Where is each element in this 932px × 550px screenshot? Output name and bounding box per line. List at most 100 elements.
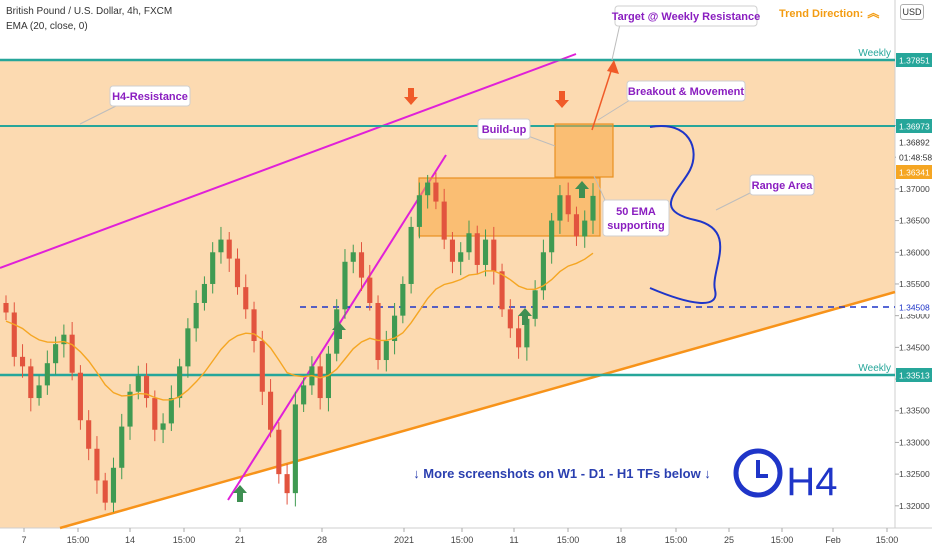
x-tick-label: 28 bbox=[317, 535, 327, 545]
candle-body bbox=[86, 420, 92, 449]
range-area-callout-box bbox=[749, 174, 815, 196]
candle bbox=[499, 263, 505, 317]
buildup-box bbox=[554, 123, 614, 178]
candle bbox=[582, 210, 588, 248]
x-tick-label: 15:00 bbox=[557, 535, 580, 545]
candle-body bbox=[11, 312, 17, 357]
candle bbox=[185, 318, 191, 378]
candle-body bbox=[36, 385, 42, 399]
candle-body bbox=[61, 334, 67, 345]
candle-body bbox=[201, 283, 207, 303]
breakout-arrow-line bbox=[591, 67, 613, 131]
y-tick-label: 1.35000 bbox=[899, 311, 930, 321]
candle-body bbox=[507, 309, 513, 329]
candle bbox=[110, 457, 117, 513]
candle bbox=[540, 239, 546, 300]
y-tick-label: 1.32000 bbox=[899, 501, 930, 511]
x-tick-label: 14 bbox=[125, 535, 135, 545]
candle bbox=[425, 174, 431, 209]
candle-body bbox=[143, 375, 150, 399]
candle-body bbox=[127, 391, 133, 427]
breakout-callout-box bbox=[626, 80, 746, 102]
candle-body bbox=[160, 423, 166, 430]
ema-support-callout-line2: supporting bbox=[607, 220, 664, 232]
h4-resistance-callout-box bbox=[109, 85, 191, 107]
candle-body bbox=[466, 233, 472, 253]
x-tick-label: Feb bbox=[825, 535, 841, 545]
green-up-arrow bbox=[233, 485, 247, 502]
candle bbox=[226, 231, 232, 272]
h4-resistance-price-tag-bg bbox=[896, 119, 932, 133]
candle bbox=[28, 358, 34, 412]
candle bbox=[119, 413, 125, 480]
candle bbox=[507, 299, 513, 338]
candle bbox=[234, 248, 241, 295]
candle-body bbox=[226, 239, 232, 259]
breakout-arrow-head bbox=[607, 60, 619, 74]
trend-direction: Trend Direction: ︽ bbox=[779, 4, 879, 21]
candle-body bbox=[152, 398, 158, 430]
candle-body bbox=[367, 277, 373, 303]
x-tick-label: 11 bbox=[509, 535, 518, 545]
range-low-price-tag-bg bbox=[896, 300, 932, 314]
x-tick-label: 15:00 bbox=[173, 535, 196, 545]
candle-body bbox=[53, 344, 59, 364]
ema-line bbox=[5, 252, 594, 401]
candle bbox=[86, 410, 92, 461]
candle-body bbox=[168, 398, 174, 424]
candle bbox=[210, 242, 216, 294]
candle-body bbox=[408, 226, 414, 284]
candle bbox=[408, 216, 414, 294]
h4-resistance-callout: H4-Resistance bbox=[112, 91, 188, 103]
candle bbox=[392, 302, 398, 355]
candle-body bbox=[358, 252, 365, 278]
candle-body bbox=[350, 252, 356, 262]
candle bbox=[268, 379, 274, 438]
ema-support-callout-box bbox=[602, 199, 670, 237]
ema-callout-leader bbox=[593, 175, 606, 201]
candle-body bbox=[268, 391, 274, 430]
rising-support-line bbox=[59, 290, 896, 530]
candle bbox=[458, 242, 464, 276]
candle bbox=[573, 206, 580, 246]
candle bbox=[19, 344, 26, 378]
candle bbox=[358, 242, 365, 291]
candle-body bbox=[243, 287, 249, 310]
candle-body bbox=[301, 385, 307, 405]
candle-body bbox=[540, 252, 546, 291]
target-callout-box bbox=[614, 5, 758, 27]
trend-direction-label: Trend Direction: bbox=[779, 8, 864, 20]
ema-legend: EMA (20, close, 0) bbox=[6, 21, 88, 32]
clock-hands bbox=[756, 460, 768, 478]
candle bbox=[259, 330, 265, 406]
candle bbox=[201, 276, 207, 311]
countdown-tag-bg bbox=[896, 150, 932, 164]
double-chevron-up-icon: ︽ bbox=[867, 6, 880, 20]
currency-button[interactable]: USD bbox=[900, 4, 924, 20]
range-callout-leader bbox=[715, 191, 753, 211]
candle-body bbox=[69, 334, 75, 373]
candle bbox=[284, 463, 290, 505]
candle bbox=[127, 384, 133, 440]
y-tick-label: 1.34500 bbox=[899, 342, 930, 352]
timeframe-mark: H4 bbox=[786, 460, 837, 504]
x-tick-label: 15:00 bbox=[876, 535, 899, 545]
candle bbox=[177, 358, 183, 408]
range-low-price-tag: 1.34508 bbox=[899, 303, 930, 313]
candle-body bbox=[77, 372, 83, 421]
more-screenshots-note: ↓ More screenshots on W1 - D1 - H1 TFs b… bbox=[413, 466, 711, 481]
candle bbox=[143, 363, 150, 408]
candle-body bbox=[590, 195, 596, 221]
x-tick-label: 7 bbox=[21, 535, 26, 545]
candle bbox=[367, 264, 373, 311]
candle-body bbox=[317, 366, 323, 399]
channel-zone bbox=[0, 60, 895, 528]
candle-body bbox=[482, 239, 489, 265]
candle-body bbox=[135, 375, 141, 392]
candle bbox=[44, 350, 50, 395]
candle-body bbox=[375, 302, 381, 361]
candle bbox=[243, 274, 249, 319]
candle-body bbox=[259, 341, 265, 392]
candle bbox=[301, 377, 307, 413]
